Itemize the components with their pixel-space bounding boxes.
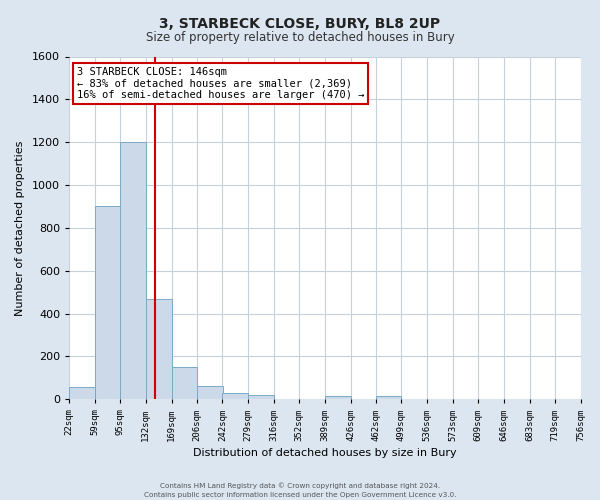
- Bar: [197, 386, 223, 400]
- Bar: [325, 396, 350, 400]
- Y-axis label: Number of detached properties: Number of detached properties: [15, 140, 25, 316]
- Text: Contains HM Land Registry data © Crown copyright and database right 2024.
Contai: Contains HM Land Registry data © Crown c…: [144, 482, 456, 498]
- Text: 3 STARBECK CLOSE: 146sqm
← 83% of detached houses are smaller (2,369)
16% of sem: 3 STARBECK CLOSE: 146sqm ← 83% of detach…: [77, 67, 364, 100]
- Bar: [146, 298, 172, 400]
- Bar: [223, 393, 248, 400]
- Bar: [376, 396, 401, 400]
- Text: Size of property relative to detached houses in Bury: Size of property relative to detached ho…: [146, 31, 454, 44]
- Bar: [69, 388, 95, 400]
- Bar: [120, 142, 146, 400]
- Text: 3, STARBECK CLOSE, BURY, BL8 2UP: 3, STARBECK CLOSE, BURY, BL8 2UP: [160, 18, 440, 32]
- X-axis label: Distribution of detached houses by size in Bury: Distribution of detached houses by size …: [193, 448, 457, 458]
- Bar: [95, 206, 121, 400]
- Bar: [172, 367, 197, 400]
- Bar: [248, 395, 274, 400]
